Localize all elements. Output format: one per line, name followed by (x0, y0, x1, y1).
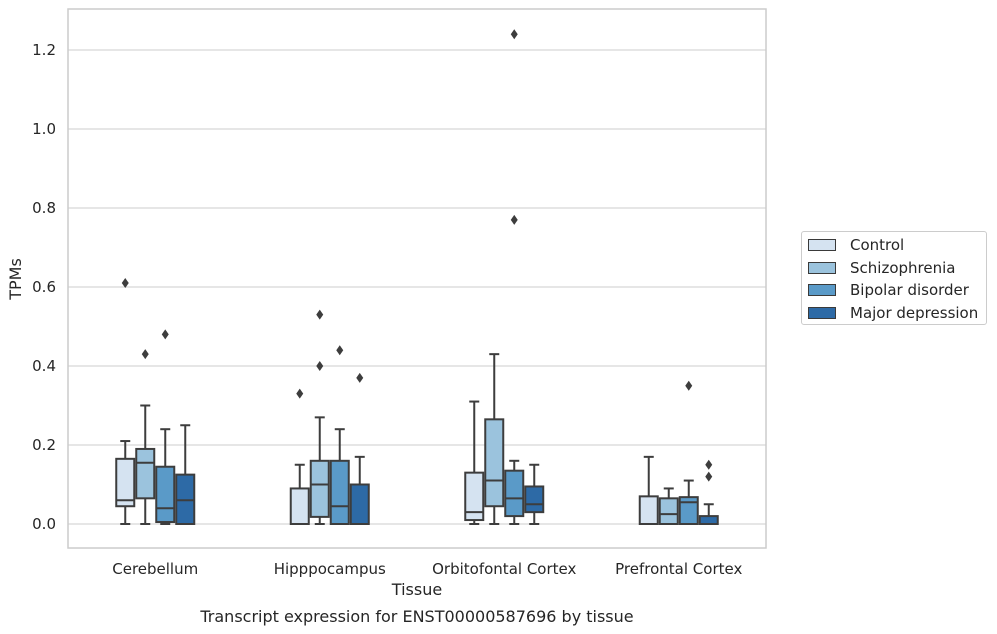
y-tick-label: 0.8 (32, 199, 56, 217)
box-iqr (309, 459, 330, 518)
box-schizophrenia-3 (658, 487, 679, 526)
legend-swatch-control (808, 239, 836, 251)
x-axis-label: Tissue (391, 580, 442, 599)
outlier-point (510, 29, 518, 40)
box-iqr (678, 496, 699, 526)
x-tick-label: Hipppocampus (274, 560, 386, 578)
box-control-0 (115, 278, 136, 525)
box-iqr (504, 469, 525, 518)
legend-swatch-schizophrenia (808, 262, 836, 274)
box-control-3 (638, 455, 659, 526)
legend-item-control: Control (808, 235, 904, 255)
y-tick-label: 1.0 (32, 120, 56, 138)
plot-frame (67, 8, 767, 549)
box-iqr (698, 515, 719, 525)
box-control-1 (289, 388, 310, 526)
x-tick-label: Prefrontal Cortex (615, 560, 742, 578)
box-major-depression-1 (349, 372, 370, 525)
box-iqr (155, 465, 176, 524)
outlier-point (356, 372, 364, 383)
box-major-depression-3 (698, 459, 719, 525)
outlier-point (316, 361, 324, 371)
legend-item-bipolar-disorder: Bipolar disorder (808, 280, 969, 300)
chart-legend: Control Schizophrenia Bipolar disorder M… (801, 231, 987, 325)
legend-label-control: Control (850, 236, 905, 254)
x-tick-label: Cerebellum (112, 560, 198, 578)
y-tick-label: 0.4 (32, 357, 56, 375)
outlier-point (121, 278, 129, 289)
box-schizophrenia-2 (484, 353, 505, 525)
box-iqr (464, 471, 485, 522)
box-iqr (658, 497, 679, 526)
y-tick-label: 0.0 (32, 515, 56, 533)
outlier-point (336, 345, 344, 356)
legend-label-schizophrenia: Schizophrenia (850, 259, 956, 277)
legend-swatch-major-depression (808, 307, 836, 319)
legend-item-major-depression: Major depression (808, 303, 978, 323)
box-iqr (135, 447, 156, 500)
box-iqr (349, 483, 370, 525)
legend-item-schizophrenia: Schizophrenia (808, 258, 955, 278)
box-major-depression-0 (175, 424, 196, 525)
chart-caption: Transcript expression for ENST0000058769… (199, 607, 633, 626)
outlier-point (685, 380, 693, 391)
y-axis-label: TPMs (6, 258, 25, 301)
outlier-point (141, 349, 149, 360)
outlier-point (510, 214, 518, 225)
box-iqr (289, 487, 310, 526)
outlier-point (296, 388, 304, 399)
legend-swatch-bipolar-disorder (808, 284, 836, 296)
y-tick-label: 0.6 (32, 278, 56, 296)
box-control-2 (464, 400, 485, 525)
box-bipolar-disorder-3 (678, 380, 699, 526)
y-tick-label: 1.2 (32, 41, 56, 59)
outlier-point (705, 459, 713, 470)
box-iqr (484, 418, 505, 508)
box-iqr (638, 495, 659, 526)
box-bipolar-disorder-2 (504, 29, 525, 525)
y-tick-label: 0.2 (32, 436, 56, 454)
box-iqr (329, 459, 350, 525)
outlier-point (316, 309, 324, 320)
box-schizophrenia-1 (309, 309, 330, 525)
outlier-point (705, 471, 713, 482)
box-bipolar-disorder-1 (329, 345, 350, 525)
box-bipolar-disorder-0 (155, 329, 176, 525)
box-schizophrenia-0 (135, 349, 156, 525)
box-major-depression-2 (524, 463, 545, 525)
legend-label-bipolar-disorder: Bipolar disorder (850, 281, 969, 299)
box-iqr (524, 485, 545, 514)
box-iqr (115, 457, 136, 508)
legend-label-major-depression: Major depression (850, 304, 979, 322)
x-tick-label: Orbitofontal Cortex (432, 560, 576, 578)
outlier-point (161, 329, 169, 340)
